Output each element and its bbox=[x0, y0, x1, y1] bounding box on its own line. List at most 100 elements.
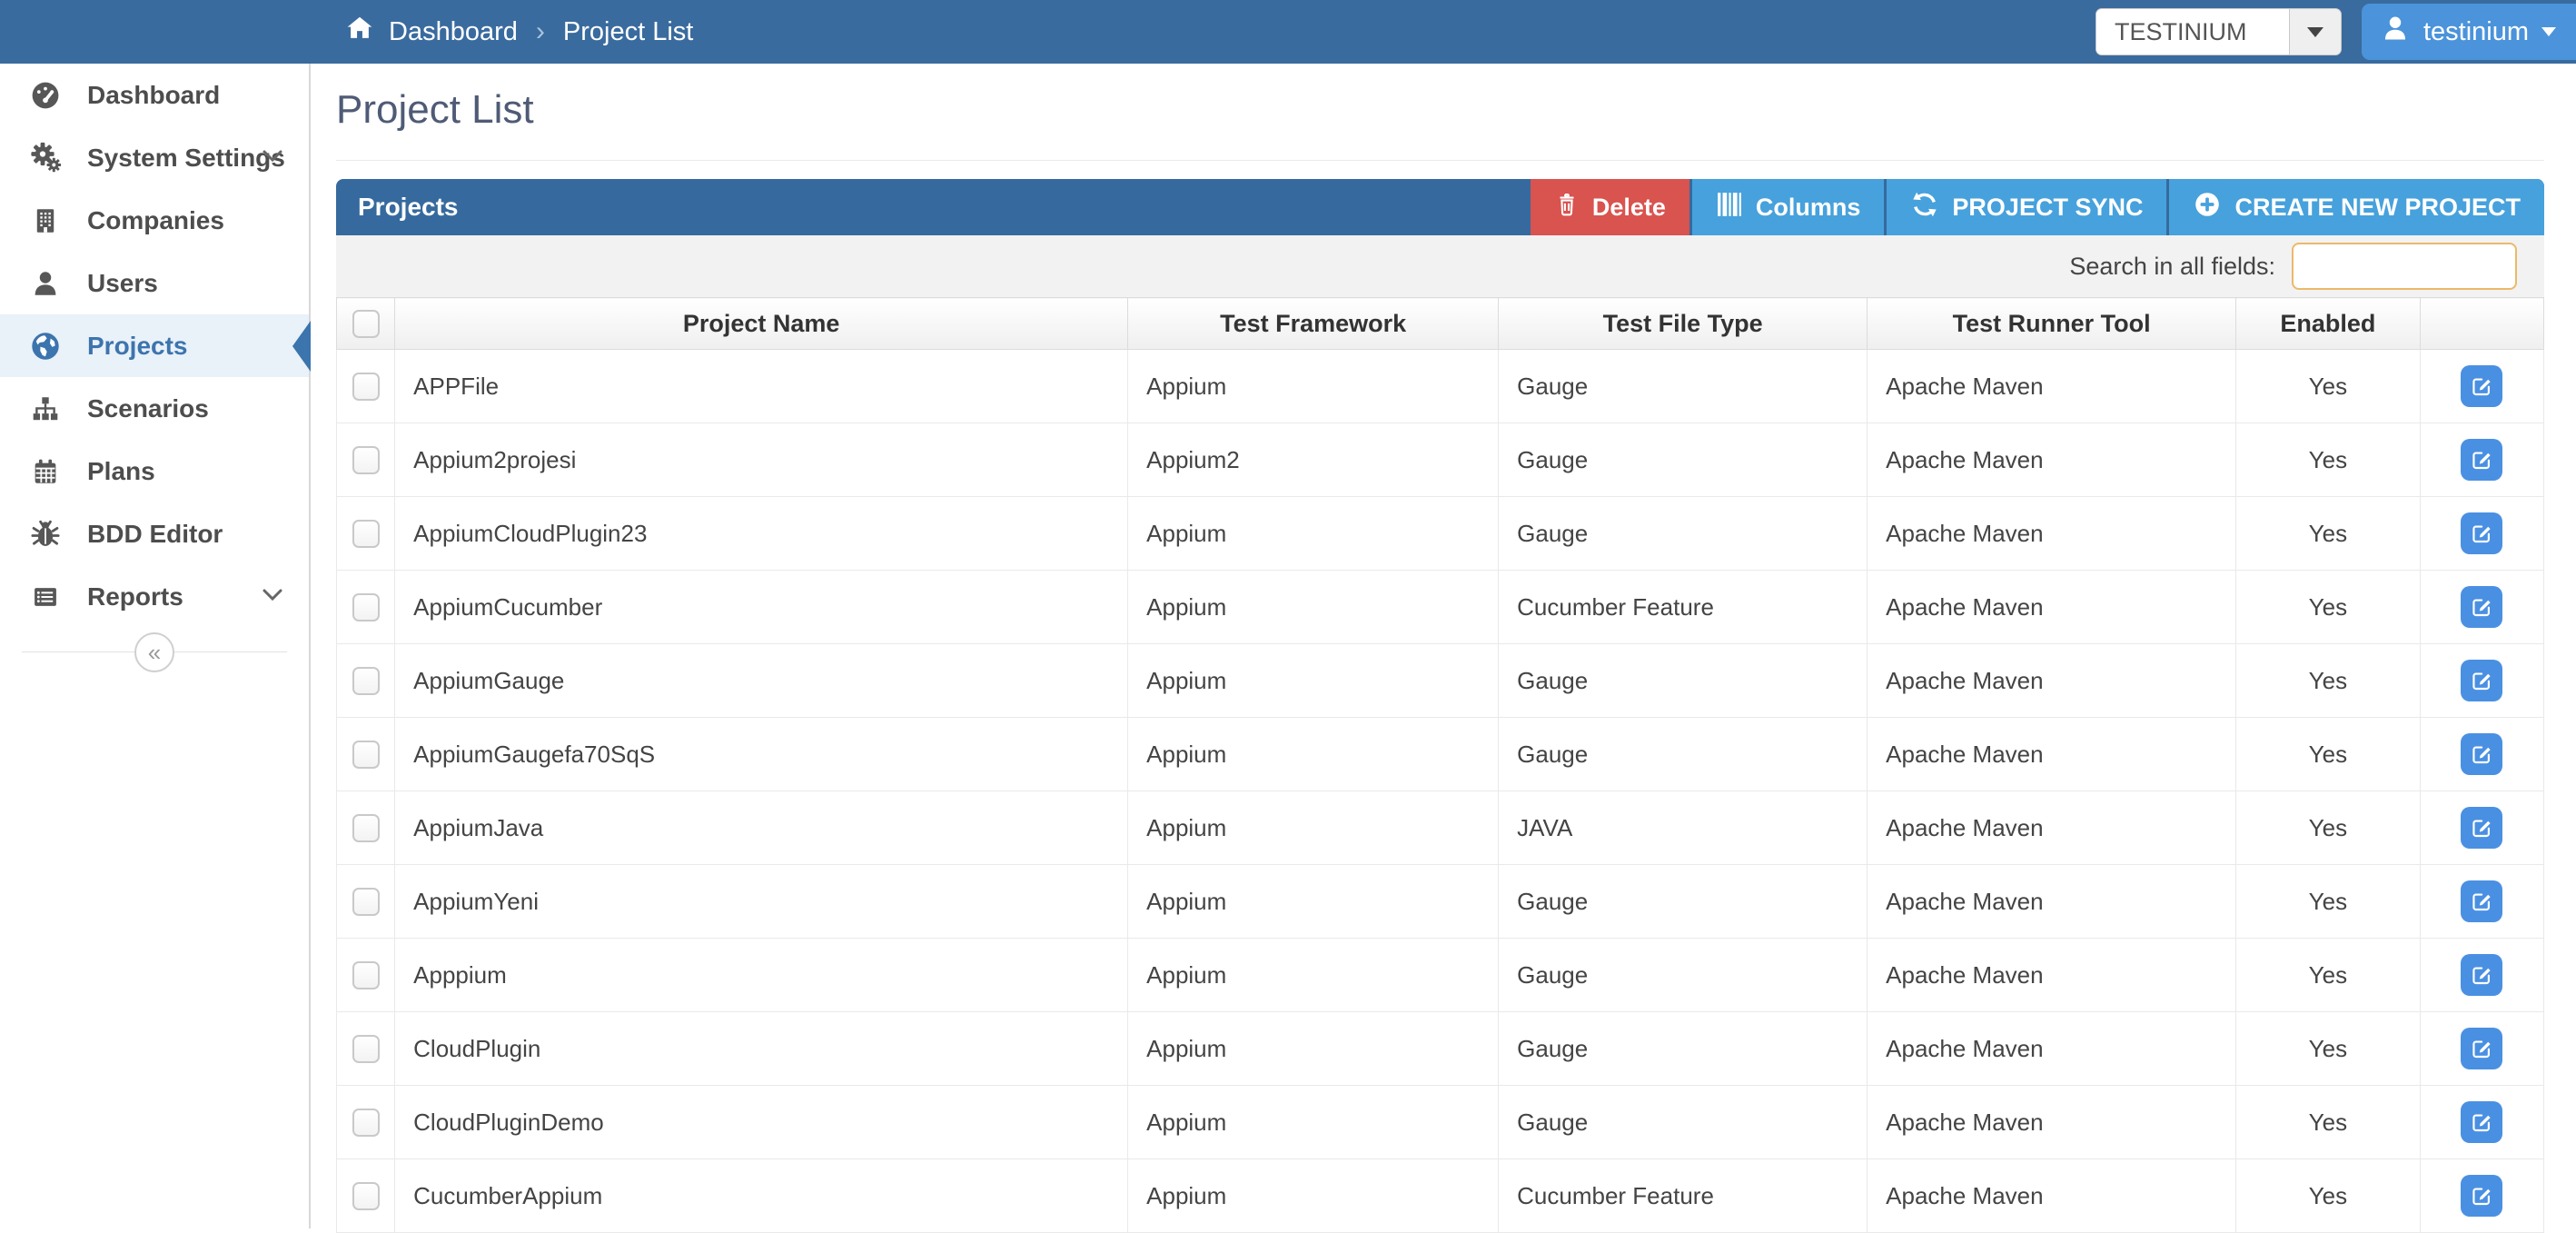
table-row: CucumberAppium Appium Cucumber Feature A… bbox=[337, 1159, 2544, 1233]
panel-title: Projects bbox=[336, 193, 459, 222]
sidebar-item-users[interactable]: Users bbox=[0, 252, 309, 314]
cell-project-name: AppiumYeni bbox=[395, 865, 1128, 939]
table-row: CloudPluginDemo Appium Gauge Apache Mave… bbox=[337, 1086, 2544, 1159]
edit-button[interactable] bbox=[2461, 1101, 2502, 1143]
sidebar-item-companies[interactable]: Companies bbox=[0, 189, 309, 252]
sync-icon bbox=[1910, 190, 1939, 225]
create-new-project-button[interactable]: CREATE NEW PROJECT bbox=[2169, 179, 2544, 235]
delete-button[interactable]: Delete bbox=[1531, 179, 1689, 235]
list-icon bbox=[27, 582, 64, 612]
cell-enabled: Yes bbox=[2236, 791, 2421, 865]
cell-runner: Apache Maven bbox=[1868, 423, 2236, 497]
cell-framework: Appium bbox=[1128, 1159, 1499, 1233]
col-test-runner-tool[interactable]: Test Runner Tool bbox=[1868, 298, 2236, 350]
company-select-caret[interactable] bbox=[2289, 9, 2341, 55]
search-label: Search in all fields: bbox=[2069, 253, 2275, 281]
cell-framework: Appium bbox=[1128, 350, 1499, 423]
cell-project-name: APPFile bbox=[395, 350, 1128, 423]
cell-project-name: Appium2projesi bbox=[395, 423, 1128, 497]
col-enabled[interactable]: Enabled bbox=[2236, 298, 2421, 350]
row-checkbox[interactable] bbox=[352, 1109, 380, 1137]
edit-button[interactable] bbox=[2461, 365, 2502, 407]
search-input[interactable] bbox=[2292, 243, 2517, 290]
columns-button[interactable]: Columns bbox=[1692, 179, 1885, 235]
row-checkbox[interactable] bbox=[352, 1035, 380, 1063]
sidebar-item-reports[interactable]: Reports bbox=[0, 565, 309, 628]
cell-file-type: Gauge bbox=[1499, 865, 1868, 939]
page-title: Project List bbox=[336, 87, 2544, 133]
col-test-file-type[interactable]: Test File Type bbox=[1499, 298, 1868, 350]
cell-runner: Apache Maven bbox=[1868, 497, 2236, 571]
user-icon bbox=[2380, 13, 2411, 51]
edit-button[interactable] bbox=[2461, 439, 2502, 481]
cell-project-name: AppiumCucumber bbox=[395, 571, 1128, 644]
sidebar-item-scenarios[interactable]: Scenarios bbox=[0, 377, 309, 440]
cell-file-type: JAVA bbox=[1499, 791, 1868, 865]
home-icon[interactable] bbox=[345, 14, 374, 50]
chevron-down-icon bbox=[262, 588, 283, 606]
cell-file-type: Gauge bbox=[1499, 718, 1868, 791]
row-checkbox[interactable] bbox=[352, 814, 380, 842]
cell-project-name: AppiumCloudPlugin23 bbox=[395, 497, 1128, 571]
building-icon bbox=[27, 204, 64, 237]
cell-enabled: Yes bbox=[2236, 497, 2421, 571]
table-row: AppiumYeni Appium Gauge Apache Maven Yes bbox=[337, 865, 2544, 939]
cell-framework: Appium bbox=[1128, 644, 1499, 718]
edit-button[interactable] bbox=[2461, 807, 2502, 849]
company-select[interactable]: TESTINIUM bbox=[2095, 8, 2342, 55]
sitemap-icon bbox=[27, 393, 64, 424]
user-menu-label: testinium bbox=[2423, 17, 2529, 47]
sidebar-item-system-settings[interactable]: System Settings bbox=[0, 126, 309, 189]
gears-icon bbox=[27, 142, 64, 174]
row-checkbox[interactable] bbox=[352, 446, 380, 474]
edit-button[interactable] bbox=[2461, 1175, 2502, 1217]
edit-button[interactable] bbox=[2461, 954, 2502, 996]
cell-enabled: Yes bbox=[2236, 571, 2421, 644]
select-all-checkbox[interactable] bbox=[352, 310, 380, 338]
col-test-framework[interactable]: Test Framework bbox=[1128, 298, 1499, 350]
cell-runner: Apache Maven bbox=[1868, 1012, 2236, 1086]
edit-button[interactable] bbox=[2461, 1028, 2502, 1069]
cell-project-name: AppiumGaugefa70SqS bbox=[395, 718, 1128, 791]
project-sync-button[interactable]: PROJECT SYNC bbox=[1887, 179, 2166, 235]
edit-button[interactable] bbox=[2461, 586, 2502, 628]
edit-button[interactable] bbox=[2461, 512, 2502, 554]
calendar-icon bbox=[27, 455, 64, 488]
sidebar-collapse-button[interactable]: « bbox=[134, 632, 174, 672]
dashboard-icon bbox=[27, 79, 64, 112]
cell-file-type: Gauge bbox=[1499, 1012, 1868, 1086]
edit-button[interactable] bbox=[2461, 880, 2502, 922]
cell-enabled: Yes bbox=[2236, 865, 2421, 939]
row-checkbox[interactable] bbox=[352, 961, 380, 989]
sidebar-item-bdd-editor[interactable]: BDD Editor bbox=[0, 502, 309, 565]
row-checkbox[interactable] bbox=[352, 373, 380, 401]
plus-circle-icon bbox=[2193, 190, 2222, 225]
row-checkbox[interactable] bbox=[352, 741, 380, 769]
row-checkbox[interactable] bbox=[352, 667, 380, 695]
cell-enabled: Yes bbox=[2236, 718, 2421, 791]
cell-runner: Apache Maven bbox=[1868, 791, 2236, 865]
row-checkbox[interactable] bbox=[352, 520, 380, 548]
sidebar-item-plans[interactable]: Plans bbox=[0, 440, 309, 502]
user-menu-button[interactable]: testinium bbox=[2362, 4, 2576, 60]
table-row: Apppium Appium Gauge Apache Maven Yes bbox=[337, 939, 2544, 1012]
sidebar-item-projects[interactable]: Projects bbox=[0, 314, 309, 377]
sidebar: Dashboard bbox=[0, 64, 311, 1228]
cell-framework: Appium bbox=[1128, 791, 1499, 865]
breadcrumb-dashboard[interactable]: Dashboard bbox=[389, 17, 518, 47]
row-checkbox[interactable] bbox=[352, 593, 380, 621]
table-row: CloudPlugin Appium Gauge Apache Maven Ye… bbox=[337, 1012, 2544, 1086]
row-checkbox[interactable] bbox=[352, 888, 380, 916]
sidebar-item-dashboard[interactable]: Dashboard bbox=[0, 64, 309, 126]
cell-project-name: CloudPluginDemo bbox=[395, 1086, 1128, 1159]
edit-button[interactable] bbox=[2461, 733, 2502, 775]
col-project-name[interactable]: Project Name bbox=[395, 298, 1128, 350]
panel-header: Projects Delete Columns bbox=[336, 179, 2544, 235]
edit-button[interactable] bbox=[2461, 660, 2502, 701]
caret-down-icon bbox=[2307, 27, 2323, 37]
select-all-header bbox=[337, 298, 395, 350]
cell-runner: Apache Maven bbox=[1868, 1086, 2236, 1159]
table-row: APPFile Appium Gauge Apache Maven Yes bbox=[337, 350, 2544, 423]
cell-enabled: Yes bbox=[2236, 1012, 2421, 1086]
row-checkbox[interactable] bbox=[352, 1182, 380, 1210]
